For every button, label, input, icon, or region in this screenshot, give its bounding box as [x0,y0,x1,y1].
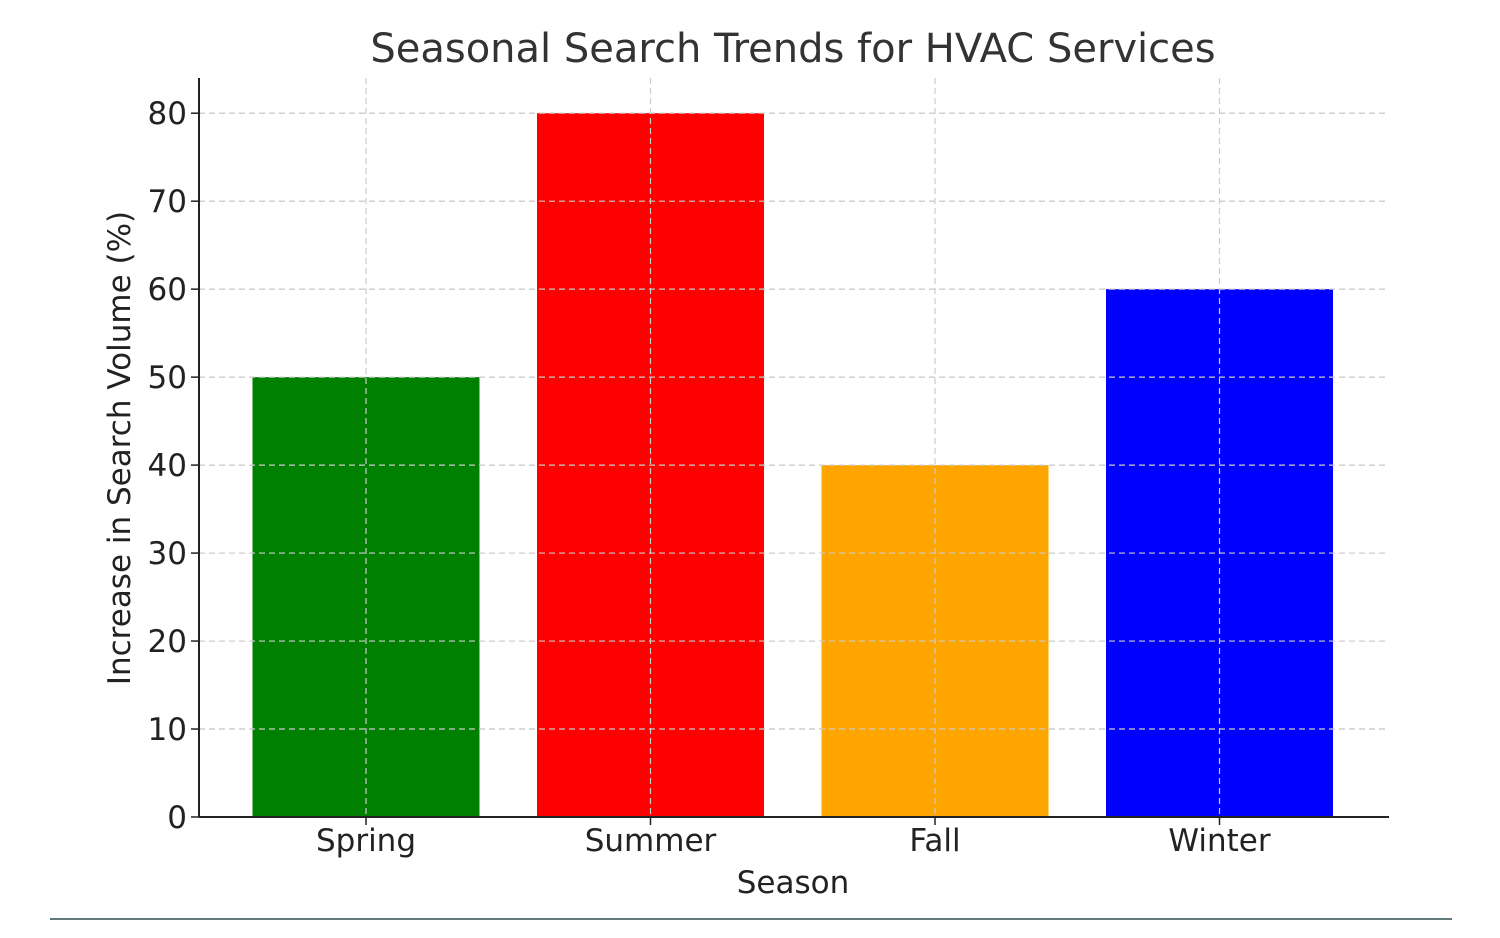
y-tick-label-60: 60 [148,272,187,308]
chart-title: Seasonal Search Trends for HVAC Services [370,26,1215,72]
y-axis-label: Increase in Search Volume (%) [102,211,138,685]
x-tick-label-spring: Spring [316,823,416,859]
y-tick-label-20: 20 [148,624,187,660]
y-tick-label-0: 0 [167,800,187,836]
y-tick-label-40: 40 [148,448,187,484]
y-axis-ticks: 0 10 20 30 40 50 60 70 80 [148,96,199,836]
y-tick-label-50: 50 [148,360,187,396]
y-tick-label-70: 70 [148,184,187,220]
x-tick-label-winter: Winter [1168,823,1270,859]
x-tick-label-summer: Summer [585,823,717,859]
y-tick-label-30: 30 [148,536,187,572]
y-tick-label-80: 80 [148,96,187,132]
x-axis-ticks: Spring Summer Fall Winter [316,817,1271,859]
y-tick-label-10: 10 [148,712,187,748]
x-axis-label: Season [737,865,850,901]
x-tick-label-fall: Fall [909,823,960,859]
